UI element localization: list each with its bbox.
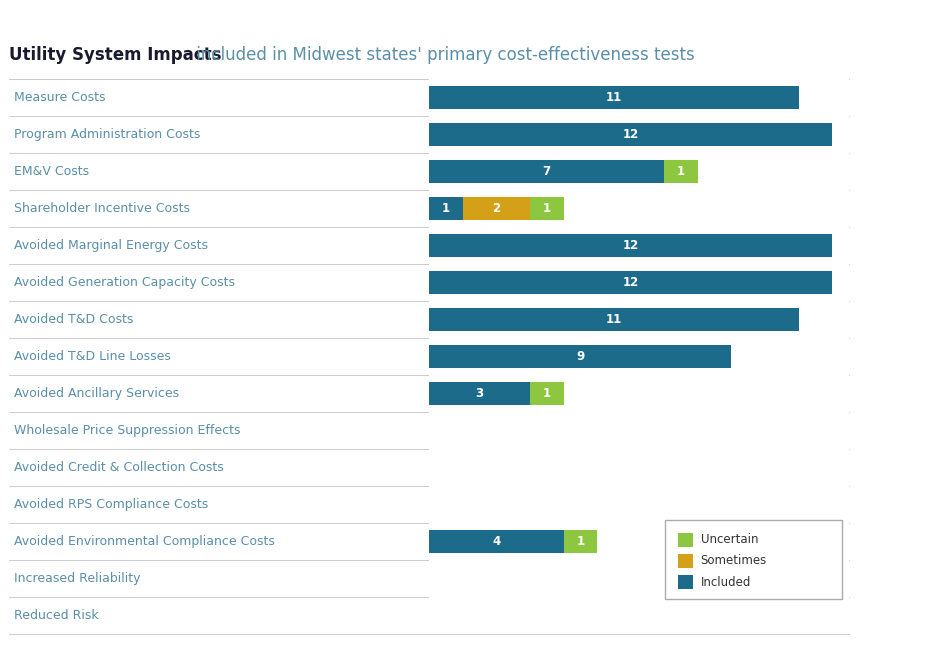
- Text: 4: 4: [493, 535, 500, 548]
- Bar: [564, 530, 597, 552]
- Bar: [664, 160, 698, 183]
- Bar: [429, 271, 832, 294]
- Bar: [429, 530, 564, 552]
- Text: 3: 3: [476, 387, 483, 400]
- Text: Wholesale Price Suppression Effects: Wholesale Price Suppression Effects: [14, 424, 241, 437]
- Text: 7: 7: [543, 165, 550, 178]
- Text: Avoided Generation Capacity Costs: Avoided Generation Capacity Costs: [14, 276, 235, 289]
- Text: Sometimes: Sometimes: [701, 554, 767, 568]
- Bar: [429, 234, 832, 257]
- Text: 12: 12: [622, 276, 639, 289]
- Text: 1: 1: [543, 202, 550, 215]
- Text: 12: 12: [622, 128, 639, 141]
- Text: 1: 1: [677, 165, 685, 178]
- Bar: [429, 123, 832, 146]
- Text: Measure Costs: Measure Costs: [14, 91, 105, 104]
- Text: 12: 12: [622, 239, 639, 252]
- Text: Avoided Ancillary Services: Avoided Ancillary Services: [14, 387, 179, 400]
- Text: Avoided T&D Line Losses: Avoided T&D Line Losses: [14, 350, 171, 363]
- Text: 1: 1: [442, 202, 450, 215]
- Bar: [429, 345, 731, 368]
- Text: Increased Reliability: Increased Reliability: [14, 572, 141, 585]
- Bar: [429, 382, 530, 405]
- Bar: [530, 382, 564, 405]
- Text: Avoided RPS Compliance Costs: Avoided RPS Compliance Costs: [14, 498, 208, 511]
- Bar: [530, 197, 564, 220]
- Text: Avoided Marginal Energy Costs: Avoided Marginal Energy Costs: [14, 239, 208, 252]
- Bar: [429, 197, 463, 220]
- Text: Uncertain: Uncertain: [701, 533, 759, 546]
- Text: 1: 1: [577, 535, 584, 548]
- Text: Avoided T&D Costs: Avoided T&D Costs: [14, 313, 133, 326]
- Bar: [429, 308, 799, 331]
- Text: Shareholder Incentive Costs: Shareholder Incentive Costs: [14, 202, 190, 215]
- Text: 11: 11: [606, 91, 622, 104]
- Text: Avoided Environmental Compliance Costs: Avoided Environmental Compliance Costs: [14, 535, 275, 548]
- Text: Program Administration Costs: Program Administration Costs: [14, 128, 201, 141]
- Text: 2: 2: [493, 202, 500, 215]
- Text: 9: 9: [577, 350, 584, 363]
- Text: Utility System Impacts: Utility System Impacts: [9, 46, 222, 64]
- Text: Included: Included: [701, 576, 751, 589]
- Text: 1: 1: [543, 387, 550, 400]
- Text: included in Midwest states' primary cost-effectiveness tests: included in Midwest states' primary cost…: [191, 46, 695, 64]
- Text: 11: 11: [606, 313, 622, 326]
- Text: EM&V Costs: EM&V Costs: [14, 165, 90, 178]
- Bar: [429, 160, 664, 183]
- Text: Reduced Risk: Reduced Risk: [14, 609, 99, 622]
- Bar: [429, 86, 799, 109]
- Text: Avoided Credit & Collection Costs: Avoided Credit & Collection Costs: [14, 461, 224, 474]
- Bar: [463, 197, 530, 220]
